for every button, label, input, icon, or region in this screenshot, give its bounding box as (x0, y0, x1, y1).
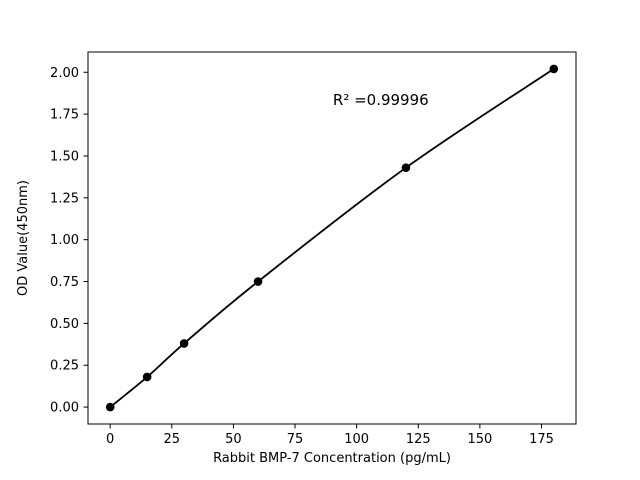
y-tick-label: 1.00 (50, 233, 79, 248)
r-squared-annotation: R² =0.99996 (333, 91, 429, 109)
data-point (549, 64, 559, 74)
y-tick-label: 1.25 (50, 191, 79, 206)
y-tick-label: 2.00 (50, 66, 79, 81)
data-point (401, 163, 411, 172)
data-point (179, 339, 189, 348)
x-tick-label: 25 (164, 432, 181, 447)
x-axis-label: Rabbit BMP-7 Concentration (pg/mL) (213, 451, 451, 466)
y-tick-label: 0.25 (50, 359, 79, 374)
x-tick-label: 125 (406, 432, 431, 447)
data-point (253, 277, 263, 286)
x-tick-label: 50 (225, 432, 242, 447)
x-tick-label: 175 (529, 432, 554, 447)
data-point (142, 372, 152, 382)
y-tick-label: 0.50 (50, 317, 79, 332)
axes-frame (87, 51, 577, 425)
x-tick-label: 150 (467, 432, 492, 447)
x-tick-label: 0 (106, 432, 114, 447)
y-tick-label: 1.75 (50, 108, 79, 123)
x-tick-label: 100 (344, 432, 369, 447)
x-tick-label: 75 (287, 432, 304, 447)
y-tick-label: 1.50 (50, 149, 79, 164)
y-tick-label: 0.00 (50, 401, 79, 416)
y-tick-label: 0.75 (50, 275, 79, 290)
y-axis-label: OD Value(450nm) (16, 180, 31, 296)
data-point (105, 402, 115, 412)
